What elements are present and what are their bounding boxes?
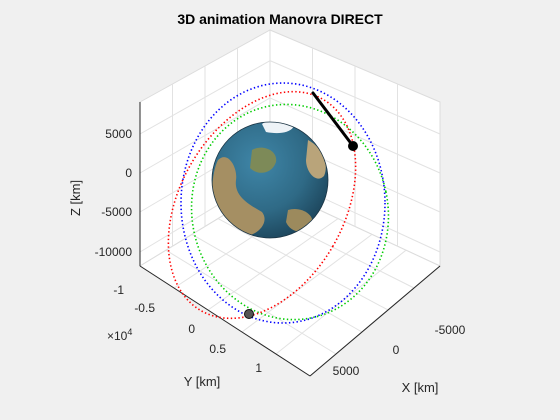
y-tick-label: 1 bbox=[255, 361, 262, 375]
chart-title: 3D animation Manovra DIRECT bbox=[177, 11, 383, 27]
x-tick-label: -5000 bbox=[435, 323, 466, 337]
y-tick-label: -0.5 bbox=[134, 301, 155, 315]
x-axis-label: X [km] bbox=[402, 380, 439, 395]
orbit-blue bbox=[180, 82, 386, 324]
earth-land-europe bbox=[306, 140, 326, 179]
orbits bbox=[167, 82, 390, 324]
earth-land-americas bbox=[212, 157, 265, 236]
y-axis-line bbox=[139, 265, 311, 377]
earth-globe-icon bbox=[211, 121, 329, 239]
y-axis-label: Y [km] bbox=[184, 374, 221, 389]
grid-line bbox=[217, 218, 389, 311]
y-tick-label: 0.5 bbox=[209, 342, 226, 356]
spacecraft-trail bbox=[311, 91, 355, 148]
grid-line bbox=[207, 218, 339, 311]
x-axis-line bbox=[309, 265, 441, 377]
z-tick-label: -5000 bbox=[101, 205, 132, 219]
x-tick-label: 0 bbox=[393, 343, 400, 357]
grid-line bbox=[165, 249, 337, 355]
z-tick-label: -10000 bbox=[95, 245, 133, 259]
x-tick-label: 5000 bbox=[333, 364, 360, 378]
x-tick-labels: -5000 0 5000 bbox=[333, 323, 466, 378]
y-tick-label: -1 bbox=[113, 283, 124, 297]
y-tick-labels: -1 -0.5 0 0.5 1 bbox=[113, 283, 262, 375]
spacecraft-marker-icon[interactable] bbox=[348, 141, 358, 151]
y-exponent-label: ×104 bbox=[107, 327, 132, 343]
z-axis-label: Z [km] bbox=[68, 180, 83, 216]
orbit-red bbox=[167, 90, 357, 320]
grid-line bbox=[191, 233, 363, 333]
grid-line bbox=[275, 249, 407, 355]
y-tick-label: 0 bbox=[188, 322, 195, 336]
maneuver-point-marker[interactable] bbox=[244, 309, 254, 319]
earth-land-north bbox=[250, 147, 277, 173]
z-tick-label: 0 bbox=[125, 166, 132, 180]
z-tick-label: 5000 bbox=[105, 127, 132, 141]
grid-line bbox=[241, 234, 373, 333]
axis-lines bbox=[139, 102, 441, 377]
z-tick-labels: 5000 0 -5000 -10000 bbox=[95, 127, 133, 259]
orbit-green bbox=[190, 103, 390, 321]
